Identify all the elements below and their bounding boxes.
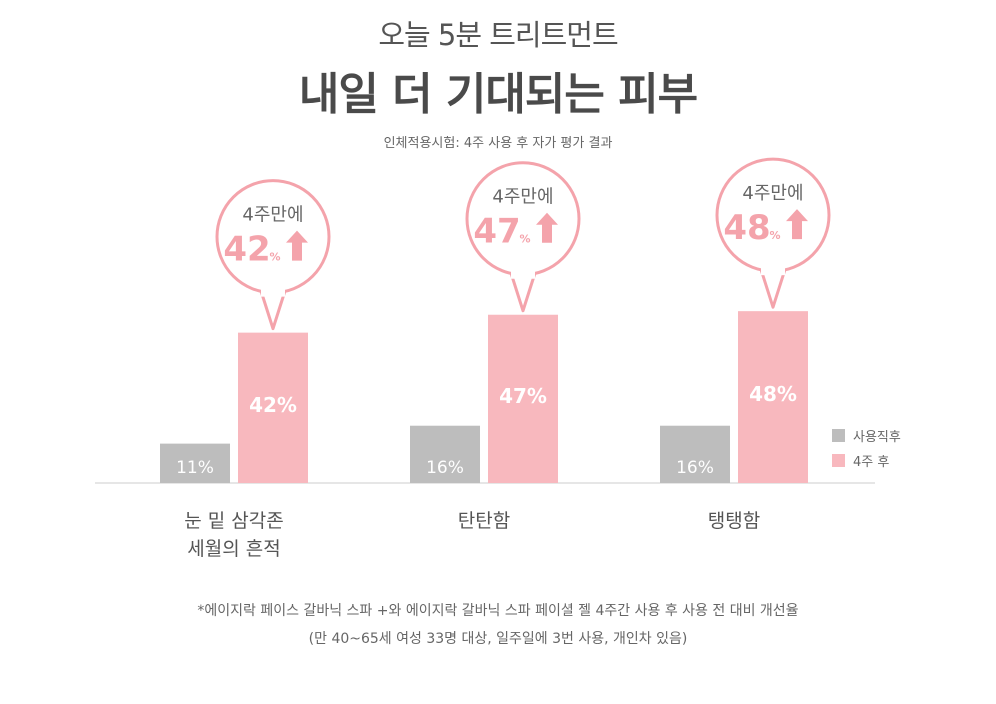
test-note: 인체적용시험: 4주 사용 후 자가 평가 결과 [383, 136, 613, 151]
callout-unit-2: % [769, 229, 780, 242]
callout-value-0: 42 [223, 230, 270, 270]
up-arrow-icon [536, 212, 558, 243]
bar-after-use-2 [660, 425, 730, 483]
bar-4-weeks-0 [238, 332, 308, 483]
data-label-after-use-2: 16% [676, 458, 714, 478]
bar-4-weeks-2 [738, 311, 808, 483]
callout-label-2: 4주만에 [742, 183, 803, 204]
callout-pointer-mask-0 [261, 282, 285, 297]
callout-unit-0: % [269, 251, 280, 264]
callout-label-0: 4주만에 [242, 205, 303, 226]
page-subtitle: 오늘 5분 트리트먼트 [378, 18, 618, 52]
callout-value-2: 48 [723, 208, 770, 248]
category-label-1-line-0: 탄탄함 [458, 510, 510, 532]
callout-unit-1: % [519, 233, 530, 246]
legend-label-after-use: 사용직후 [853, 429, 901, 445]
bar-after-use-0 [160, 443, 230, 483]
legend-item-4-weeks: 4주 후 [832, 449, 901, 471]
category-label-2-line-0: 탱탱함 [708, 510, 760, 532]
page-title: 내일 더 기대되는 피부 [298, 69, 698, 120]
callout-label-1: 4주만에 [492, 187, 553, 208]
legend-item-after-use: 사용직후 [832, 424, 901, 446]
callout-value-1: 47 [473, 212, 520, 252]
category-label-0-line-1: 세월의 흔적 [187, 538, 280, 560]
legend-label-4-weeks: 4주 후 [853, 454, 890, 470]
legend-swatch-after-use [832, 428, 845, 442]
chart-legend: 사용직후 4주 후 [832, 424, 901, 474]
data-label-4-weeks-0: 42% [249, 393, 297, 417]
footnote-line-1: *에이지락 페이스 갈바닉 스파 +와 에이지락 갈바닉 스파 페이셜 젤 4주… [197, 603, 799, 619]
up-arrow-icon [286, 230, 308, 261]
data-label-4-weeks-2: 48% [749, 382, 797, 406]
bar-4-weeks-1 [488, 314, 558, 483]
callout-pointer-mask-1 [511, 264, 535, 279]
data-label-after-use-1: 16% [426, 458, 464, 478]
legend-swatch-4-weeks [832, 453, 845, 467]
category-label-0-line-0: 눈 밑 삼각존 [184, 510, 283, 532]
callout-pointer-mask-2 [761, 261, 785, 276]
data-label-after-use-0: 11% [176, 458, 214, 478]
footnote-line-2: (만 40~65세 여성 33명 대상, 일주일에 3번 사용, 개인차 있음) [308, 631, 688, 647]
up-arrow-icon [786, 209, 808, 240]
bar-after-use-1 [410, 425, 480, 483]
data-label-4-weeks-1: 47% [499, 384, 547, 408]
